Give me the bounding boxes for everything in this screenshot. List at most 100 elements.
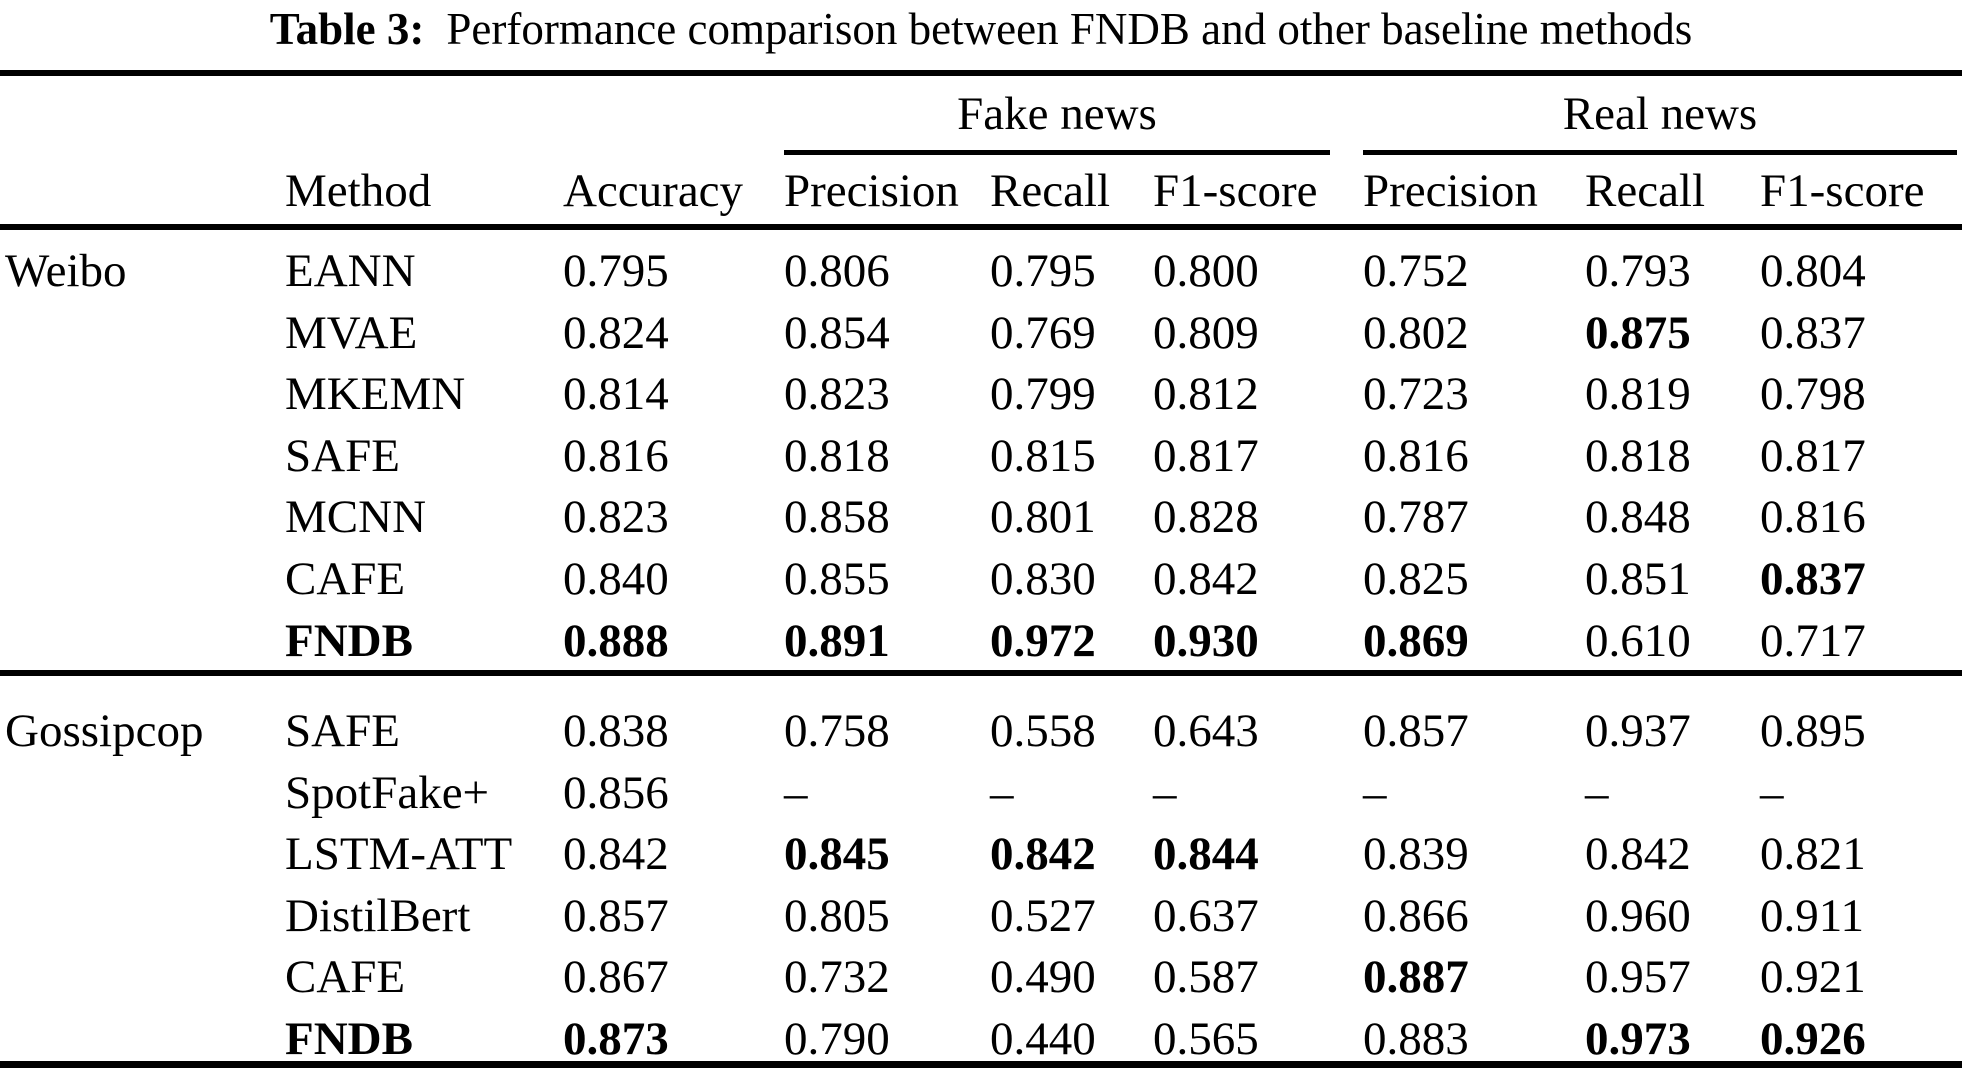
table-row: Weibo EANN 0.795 0.806 0.795 0.800 0.752 0.793 0… [0, 240, 1962, 302]
section-divider-rule [0, 670, 1962, 676]
metric-value: 0.842 [1585, 828, 1691, 880]
metric-value: 0.824 [563, 307, 669, 359]
metric-value: 0.758 [784, 705, 890, 757]
metric-value: 0.867 [563, 951, 669, 1003]
metric-value: 0.842 [990, 828, 1096, 880]
metric-value: 0.817 [1760, 430, 1866, 482]
metric-value: 0.883 [1363, 1013, 1469, 1065]
metric-value: 0.875 [1585, 307, 1691, 359]
method-name: LSTM-ATT [285, 828, 513, 880]
metric-value: 0.973 [1585, 1013, 1691, 1065]
table-row: MKEMN 0.814 0.823 0.799 0.812 0.723 0.819 0.798 [0, 363, 1962, 425]
metric-value: 0.793 [1585, 245, 1691, 297]
method-name: CAFE [285, 553, 406, 605]
metric-value: 0.643 [1153, 705, 1259, 757]
metric-value: 0.839 [1363, 828, 1469, 880]
metric-value: 0.440 [990, 1013, 1096, 1065]
metric-value: 0.842 [563, 828, 669, 880]
metric-value: 0.527 [990, 890, 1096, 942]
table-row: CAFE 0.867 0.732 0.490 0.587 0.887 0.957 0.921 [0, 946, 1962, 1008]
method-name: MVAE [285, 307, 418, 359]
metric-value: 0.866 [1363, 890, 1469, 942]
metric-value: – [784, 767, 808, 819]
metric-value: 0.821 [1760, 828, 1866, 880]
metric-value: 0.837 [1760, 553, 1866, 605]
real-news-spanner-rule [1363, 150, 1957, 155]
metric-value: 0.787 [1363, 491, 1469, 543]
metric-value: 0.842 [1153, 553, 1259, 605]
table-row: Gossipcop SAFE 0.838 0.758 0.558 0.643 0.857 0.… [0, 700, 1962, 762]
metric-value: 0.823 [563, 491, 669, 543]
metric-value: 0.926 [1760, 1013, 1866, 1065]
metric-value: – [990, 767, 1014, 819]
metric-value: 0.856 [563, 767, 669, 819]
col-header-real-precision: Precision [1363, 165, 1538, 217]
metric-value: 0.816 [563, 430, 669, 482]
table-row: SpotFake+ 0.856 – – – – – – [0, 762, 1962, 824]
metric-value: 0.769 [990, 307, 1096, 359]
method-name: SpotFake+ [285, 767, 490, 819]
metric-value: 0.819 [1585, 368, 1691, 420]
table-row: MCNN 0.823 0.858 0.801 0.828 0.787 0.848 0.816 [0, 486, 1962, 548]
metric-value: 0.845 [784, 828, 890, 880]
metric-value: 0.888 [563, 615, 669, 667]
method-name: SAFE [285, 705, 400, 757]
method-name: FNDB [285, 615, 413, 667]
metric-value: – [1760, 767, 1784, 819]
metric-value: 0.490 [990, 951, 1096, 1003]
metric-value: 0.637 [1153, 890, 1259, 942]
metric-value: 0.957 [1585, 951, 1691, 1003]
metric-value: 0.828 [1153, 491, 1259, 543]
metric-value: – [1585, 767, 1609, 819]
table-row: MVAE 0.824 0.854 0.769 0.809 0.802 0.875 0.837 [0, 302, 1962, 364]
dataset-label: Gossipcop [5, 705, 204, 757]
metric-value: 0.732 [784, 951, 890, 1003]
table-top-rule [0, 70, 1962, 76]
metric-value: 0.816 [1363, 430, 1469, 482]
real-news-group-header: Real news [1562, 88, 1758, 140]
metric-value: 0.921 [1760, 951, 1866, 1003]
metric-value: 0.857 [563, 890, 669, 942]
metric-value: 0.837 [1760, 307, 1866, 359]
metric-value: 0.805 [784, 890, 890, 942]
metric-value: 0.814 [563, 368, 669, 420]
metric-value: 0.887 [1363, 951, 1469, 1003]
col-header-accuracy: Accuracy [563, 165, 744, 217]
table-row: DistilBert 0.857 0.805 0.527 0.637 0.866 0.960… [0, 885, 1962, 947]
metric-value: – [1153, 767, 1177, 819]
header-bottom-rule [0, 224, 1962, 230]
metric-value: 0.858 [784, 491, 890, 543]
table-bottom-rule [0, 1061, 1962, 1068]
col-header-fake-precision: Precision [784, 165, 959, 217]
metric-value: 0.891 [784, 615, 890, 667]
metric-value: 0.806 [784, 245, 890, 297]
metric-value: 0.587 [1153, 951, 1259, 1003]
method-name: CAFE [285, 951, 406, 1003]
metric-value: 0.825 [1363, 553, 1469, 605]
metric-value: 0.895 [1760, 705, 1866, 757]
table-row: FNDB 0.873 0.790 0.440 0.565 0.883 0.973 0.926 [0, 1008, 1962, 1070]
metric-value: 0.873 [563, 1013, 669, 1065]
metric-value: 0.838 [563, 705, 669, 757]
metric-value: 0.857 [1363, 705, 1469, 757]
col-header-fake-f1: F1-score [1153, 165, 1318, 217]
col-header-method: Method [285, 165, 432, 217]
metric-value: 0.610 [1585, 615, 1691, 667]
fake-news-spanner-rule [784, 150, 1330, 155]
metric-value: 0.816 [1760, 491, 1866, 543]
metric-value: 0.799 [990, 368, 1096, 420]
table-row: FNDB 0.888 0.891 0.972 0.930 0.869 0.610 0.717 [0, 610, 1962, 672]
metric-value: 0.840 [563, 553, 669, 605]
method-name: SAFE [285, 430, 400, 482]
metric-value: 0.565 [1153, 1013, 1259, 1065]
metric-value: 0.752 [1363, 245, 1469, 297]
table-row: CAFE 0.840 0.855 0.830 0.842 0.825 0.851 0.837 [0, 548, 1962, 610]
method-name: EANN [285, 245, 416, 297]
metric-value: 0.795 [563, 245, 669, 297]
metric-value: 0.804 [1760, 245, 1866, 297]
metric-value: 0.790 [784, 1013, 890, 1065]
metric-value: 0.848 [1585, 491, 1691, 543]
metric-value: 0.815 [990, 430, 1096, 482]
metric-value: 0.723 [1363, 368, 1469, 420]
